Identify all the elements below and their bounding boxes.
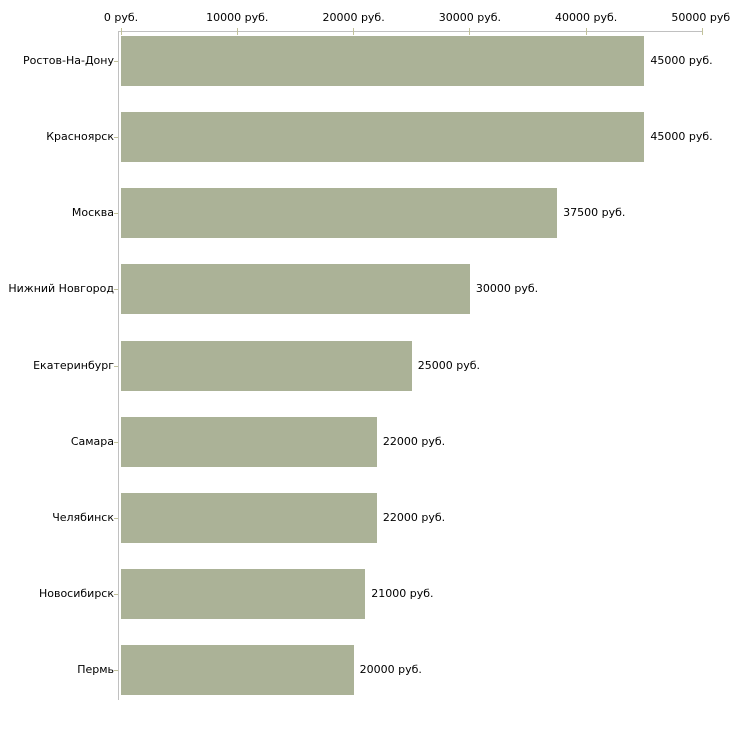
x-tick-mark: [469, 28, 471, 35]
bar: [121, 35, 645, 86]
category-label: Красноярск: [46, 129, 114, 143]
y-axis-line: [118, 31, 119, 700]
value-label: 25000 руб.: [417, 358, 481, 372]
category-label: Самара: [70, 434, 114, 448]
y-tick-mark: [114, 60, 118, 62]
category-label: Екатеринбург: [33, 358, 114, 372]
x-tick-mark: [702, 28, 703, 35]
y-tick-mark: [114, 365, 118, 367]
y-tick-mark: [114, 289, 118, 291]
x-tick-mark: [236, 28, 238, 35]
value-label: 21000 руб.: [371, 587, 434, 601]
category-label: Нижний Новгород: [8, 282, 114, 296]
value-label: 37500 руб.: [563, 206, 626, 220]
value-label: 30000 руб.: [475, 282, 539, 296]
y-tick-mark: [114, 670, 118, 672]
x-tick-label: 0 руб.: [103, 11, 139, 24]
category-label: Пермь: [77, 663, 114, 677]
bar: [121, 492, 377, 543]
value-label: 20000 руб.: [359, 663, 422, 677]
category-label: Ростов-На-Дону: [22, 53, 114, 67]
x-tick-mark: [585, 28, 587, 35]
x-tick-label: 10000 руб.: [206, 11, 269, 24]
value-label: 22000 руб.: [382, 434, 446, 448]
y-tick-mark: [114, 594, 118, 596]
category-label: Челябинск: [52, 510, 114, 524]
category-label: Москва: [71, 206, 114, 220]
bar: [121, 111, 645, 162]
y-tick-mark: [114, 213, 118, 215]
y-tick-mark: [114, 136, 118, 138]
bar: [121, 340, 412, 391]
value-label: 45000 руб.: [650, 53, 713, 67]
value-label: 45000 руб.: [650, 129, 713, 143]
x-tick-label: 50000 руб.: [671, 11, 730, 24]
bar: [121, 188, 558, 239]
x-axis-line: [118, 31, 703, 32]
x-tick-label: 30000 руб.: [438, 11, 502, 24]
x-tick-label: 20000 руб.: [322, 11, 385, 24]
x-tick-label: 40000 руб.: [555, 11, 618, 24]
value-label: 22000 руб.: [382, 510, 446, 524]
bar: [121, 416, 377, 467]
bar: [121, 264, 470, 315]
bar: [121, 569, 366, 620]
x-tick-mark: [353, 28, 355, 35]
y-tick-mark: [114, 517, 118, 519]
x-tick-mark: [120, 28, 122, 35]
bar: [121, 645, 354, 696]
category-label: Новосибирск: [38, 587, 114, 601]
y-tick-mark: [114, 441, 118, 443]
